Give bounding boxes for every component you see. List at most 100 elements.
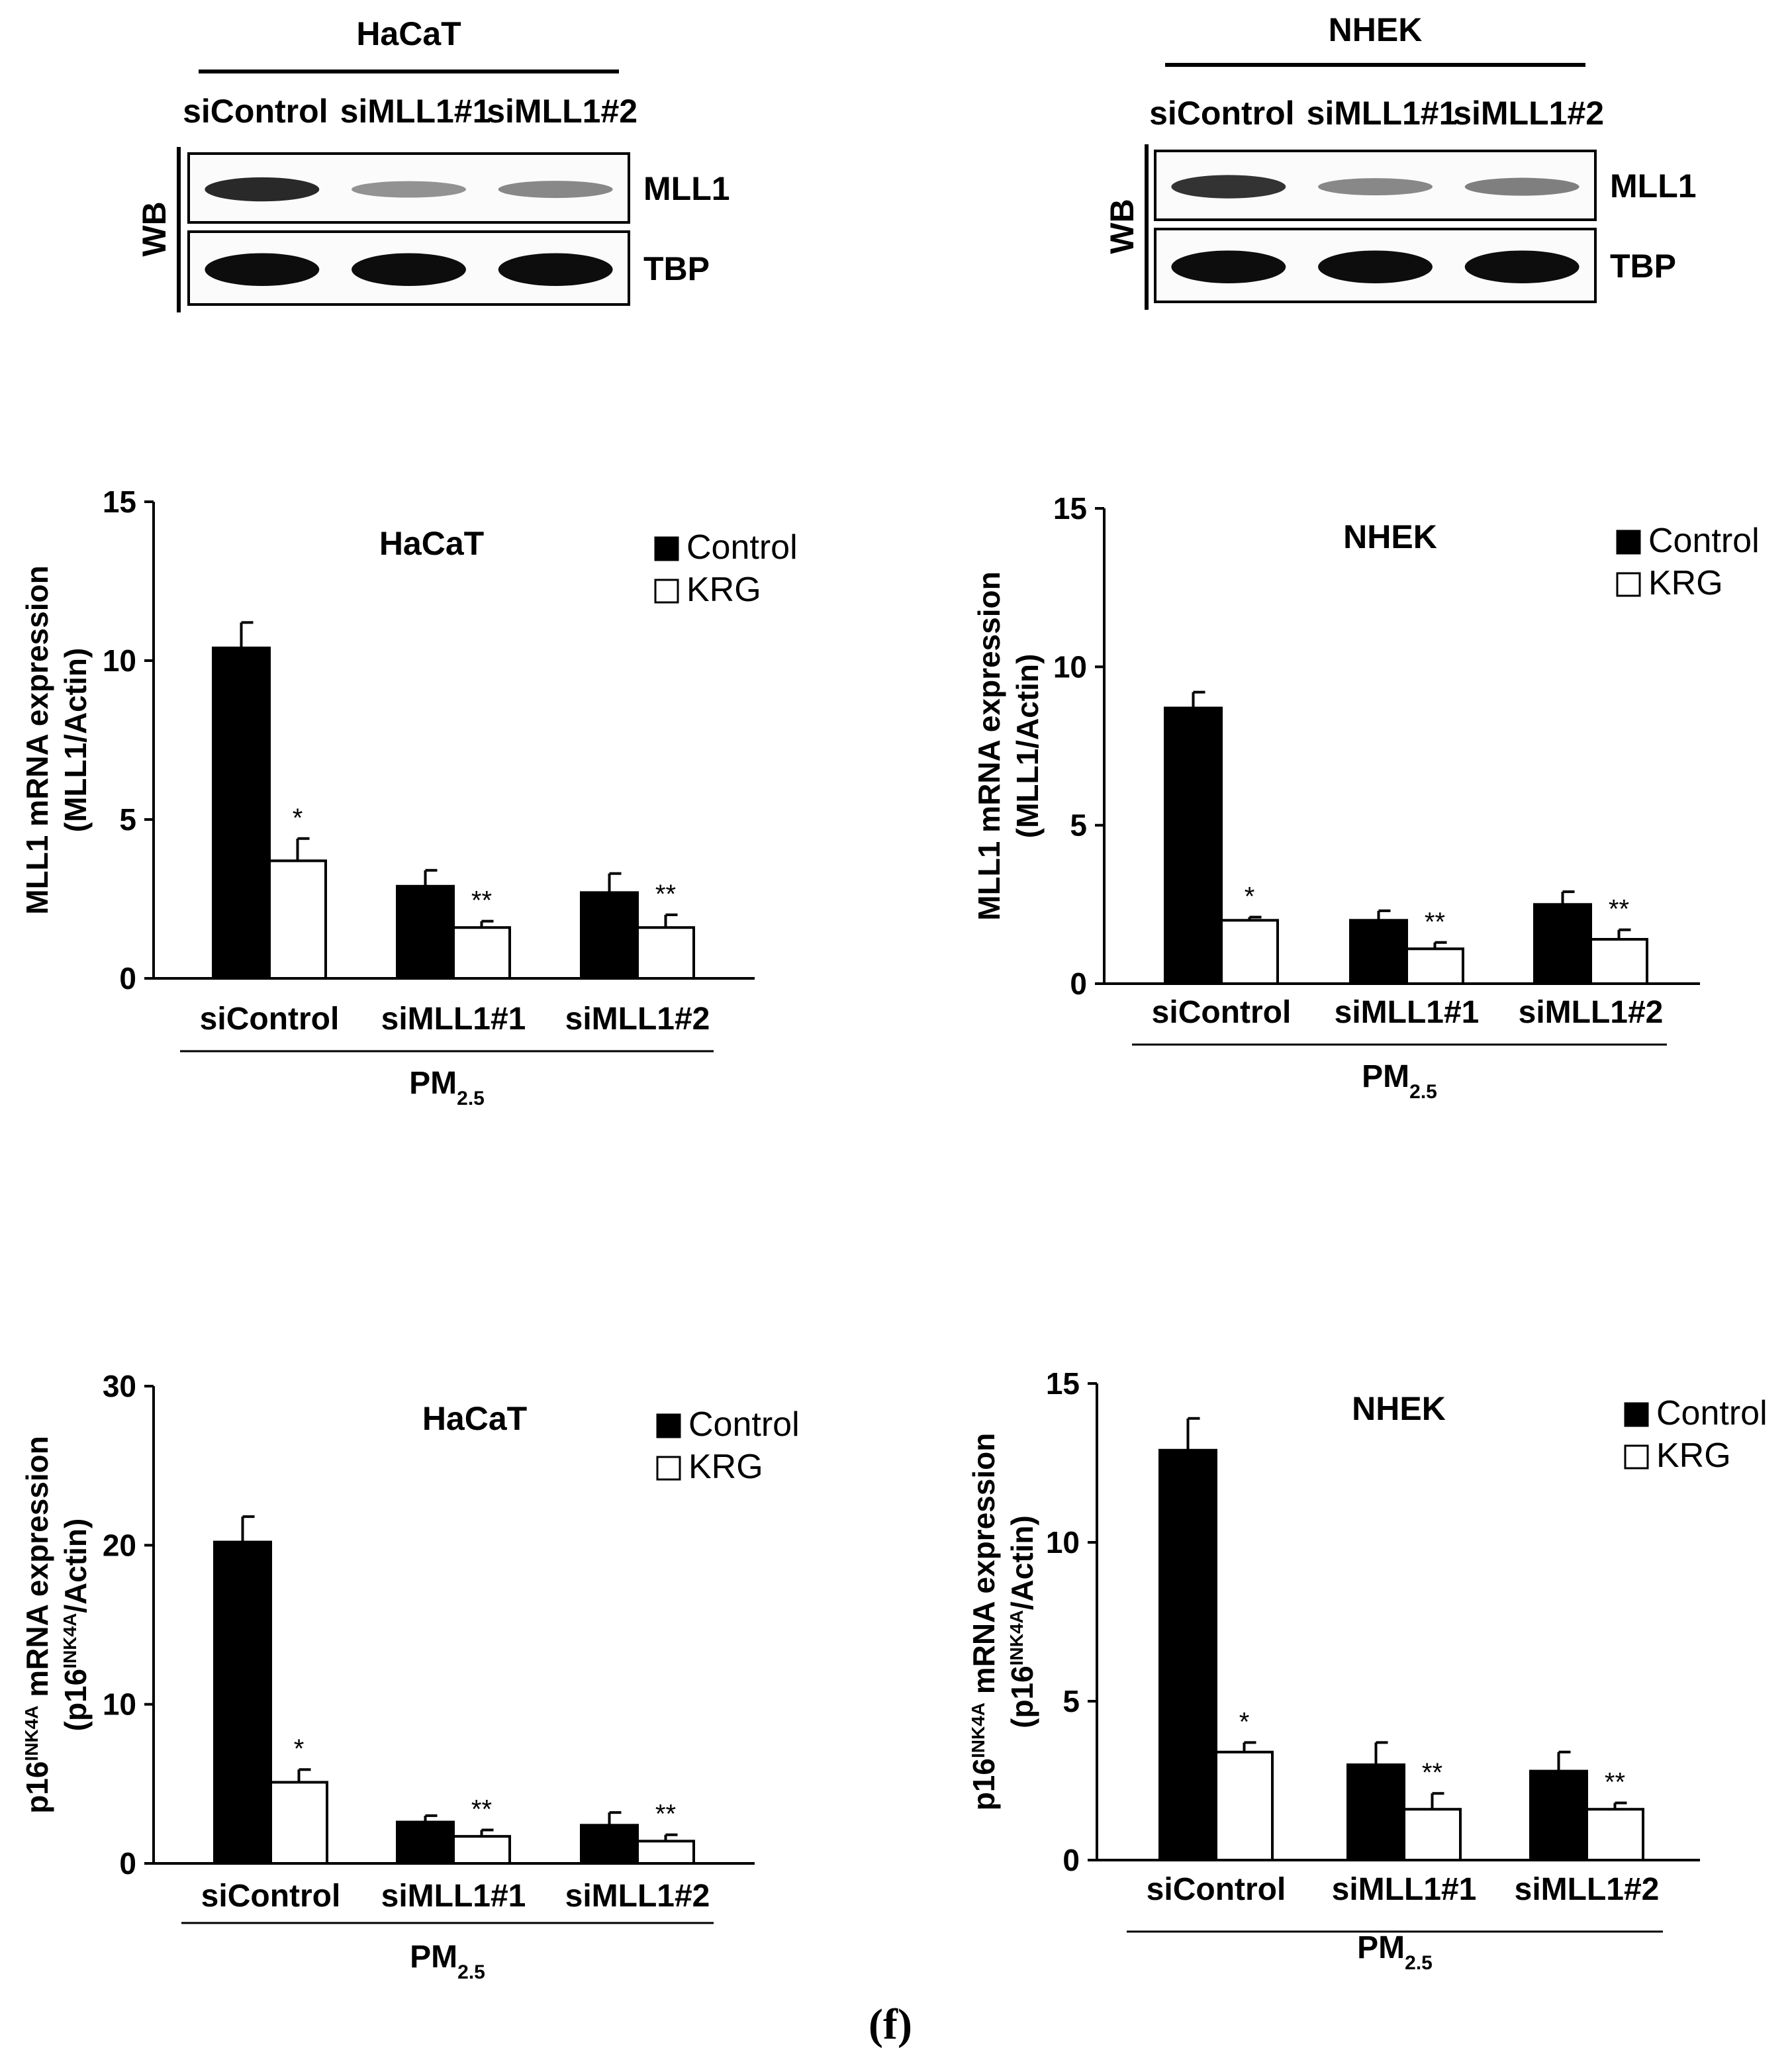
group-label-subscript: 2.5 bbox=[1409, 1081, 1437, 1103]
group-label-text: PM bbox=[409, 1066, 457, 1101]
y-axis-label-line2: (MLL1/Actin) bbox=[58, 648, 93, 833]
significance-marker: ** bbox=[655, 880, 676, 909]
bar bbox=[1215, 1750, 1274, 1862]
legend-label: KRG bbox=[1648, 564, 1723, 602]
significance-marker: ** bbox=[1609, 895, 1629, 924]
group-label-text: PM bbox=[1357, 1930, 1405, 1965]
y-axis-label-text: /Actin) bbox=[58, 1519, 93, 1613]
blot-cell-line-title: NHEK bbox=[1329, 11, 1423, 48]
bar bbox=[580, 891, 639, 980]
blot-row-label: MLL1 bbox=[1610, 167, 1697, 205]
significance-marker: * bbox=[294, 1734, 305, 1763]
blot-row-label: TBP bbox=[643, 250, 710, 287]
x-category-label: siControl bbox=[201, 1879, 341, 1914]
x-category-label: siMLL1#1 bbox=[381, 1002, 526, 1037]
legend-swatch bbox=[654, 536, 679, 561]
y-axis-label-superscript: INK4A bbox=[968, 1703, 988, 1758]
group-label: PM2.5 bbox=[409, 1066, 485, 1109]
y-tick-label: 10 bbox=[103, 1687, 136, 1722]
y-axis-label-text: (p16 bbox=[1005, 1665, 1039, 1728]
y-tick-label: 5 bbox=[119, 802, 136, 837]
x-category-label: siMLL1#1 bbox=[1332, 1872, 1477, 1907]
bar bbox=[580, 1824, 639, 1865]
bar bbox=[452, 926, 511, 980]
significance-marker: ** bbox=[471, 1795, 492, 1824]
blot-band bbox=[498, 181, 613, 199]
y-axis-label-text: p16 bbox=[967, 1758, 1001, 1810]
legend-label: Control bbox=[1656, 1394, 1768, 1432]
significance-marker: ** bbox=[1422, 1758, 1442, 1787]
y-tick-label: 0 bbox=[119, 961, 136, 996]
blot-method-label: WB bbox=[136, 201, 173, 256]
blot-lane-label: siControl bbox=[183, 93, 328, 130]
bar bbox=[213, 1540, 272, 1865]
legend-swatch bbox=[1616, 572, 1641, 597]
legend-label: KRG bbox=[1656, 1436, 1731, 1475]
group-label: PM2.5 bbox=[1357, 1930, 1433, 1974]
significance-marker: ** bbox=[1425, 908, 1445, 937]
x-category-label: siControl bbox=[200, 1002, 340, 1037]
chart-title: HaCaT bbox=[422, 1400, 527, 1437]
y-axis-label-text: p16 bbox=[20, 1761, 54, 1814]
y-tick-label: 0 bbox=[119, 1846, 136, 1881]
chart-title: NHEK bbox=[1343, 518, 1437, 555]
blot-band bbox=[1318, 178, 1433, 196]
significance-marker: * bbox=[1239, 1707, 1250, 1736]
y-axis-label-line1: p16INK4A mRNA expression bbox=[967, 1433, 1001, 1811]
y-axis-label-superscript: INK4A bbox=[60, 1613, 80, 1669]
y-axis-label-text: mRNA expression bbox=[967, 1433, 1001, 1703]
group-label-text: PM bbox=[410, 1940, 457, 1975]
y-axis-label-superscript: INK4A bbox=[21, 1706, 42, 1761]
x-category-label: siMLL1#2 bbox=[565, 1879, 710, 1914]
y-axis-label-text: mRNA expression bbox=[20, 1436, 54, 1705]
legend-swatch bbox=[1624, 1402, 1649, 1427]
y-tick-label: 5 bbox=[1070, 808, 1087, 843]
y-axis-label-line2: (p16INK4A/Actin) bbox=[1005, 1515, 1039, 1728]
group-label-text: PM bbox=[1362, 1059, 1409, 1094]
bar bbox=[1164, 706, 1223, 986]
blot-lane-label: siMLL1#1 bbox=[1307, 95, 1458, 132]
y-axis-label-text: /Actin) bbox=[1005, 1515, 1039, 1610]
bar bbox=[269, 1781, 328, 1865]
blot-band bbox=[1464, 250, 1580, 283]
blot-band bbox=[498, 253, 613, 286]
x-category-label: siMLL1#2 bbox=[1515, 1872, 1660, 1907]
blot-band bbox=[352, 253, 466, 286]
legend-swatch bbox=[656, 1413, 681, 1438]
significance-marker: ** bbox=[471, 886, 492, 915]
blot-cell-line-title: HaCaT bbox=[356, 15, 461, 52]
x-category-label: siControl bbox=[1147, 1872, 1286, 1907]
blot-row bbox=[187, 230, 630, 306]
bar bbox=[1589, 937, 1648, 986]
y-tick-label: 15 bbox=[103, 485, 136, 519]
significance-marker: ** bbox=[1605, 1768, 1625, 1797]
bar bbox=[1403, 1808, 1462, 1861]
bar bbox=[452, 1835, 511, 1865]
bar bbox=[1585, 1808, 1644, 1861]
y-axis-label-text: (p16 bbox=[58, 1669, 93, 1732]
significance-marker: * bbox=[293, 804, 303, 833]
y-axis-label-line2: (p16INK4A/Actin) bbox=[58, 1519, 93, 1732]
panel-label: (f) bbox=[869, 2000, 912, 2049]
blot-band bbox=[352, 181, 466, 198]
y-tick-label: 15 bbox=[1053, 491, 1087, 526]
y-axis-label-line2: (MLL1/Actin) bbox=[1010, 654, 1045, 839]
bar bbox=[1533, 903, 1592, 986]
bar-chart: 0 5 10 15 MLL1 mRNA expression (MLL1/Actin) NH… bbox=[972, 491, 1760, 1103]
chart-title: NHEK bbox=[1352, 1390, 1446, 1427]
y-tick-label: 5 bbox=[1062, 1684, 1080, 1718]
blot-band bbox=[205, 177, 320, 202]
blot-band bbox=[1171, 250, 1286, 283]
x-category-label: siMLL1#1 bbox=[1335, 995, 1480, 1030]
blot-lane-label: siMLL1#2 bbox=[487, 93, 637, 130]
group-label: PM2.5 bbox=[410, 1940, 485, 1983]
group-label-subscript: 2.5 bbox=[457, 1961, 485, 1983]
group-label-subscript: 2.5 bbox=[1405, 1952, 1433, 1974]
legend-label: Control bbox=[1648, 522, 1760, 560]
blot-band bbox=[1318, 250, 1433, 283]
legend-label: Control bbox=[686, 528, 798, 567]
group-label-subscript: 2.5 bbox=[457, 1088, 485, 1109]
